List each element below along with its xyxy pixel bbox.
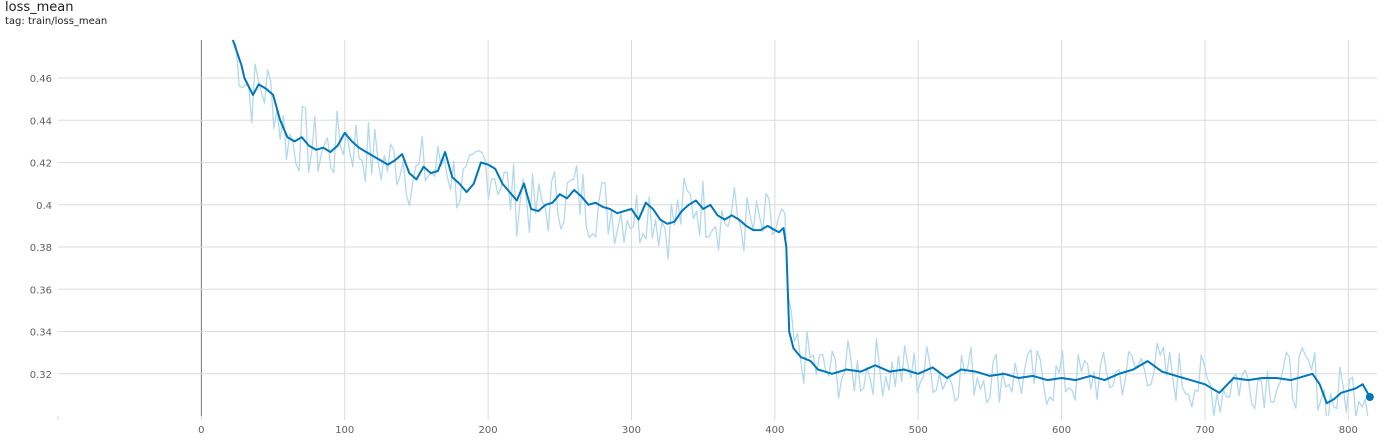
smoothed-loss-line [231,39,1371,405]
grid-lines [57,40,1377,420]
chart-tag: tag: train/loss_mean [5,16,108,27]
x-tick-label: 700 [1195,425,1214,436]
raw-loss-line [232,40,1369,416]
x-tick-label: 800 [1339,425,1358,436]
y-tick-label: 0.4 [36,201,52,212]
tick-labels: 0 100 200 300 400 500 600 700 800 0.32 0.34 0.36 0.3… [30,74,1358,436]
last-point-marker [1365,392,1374,401]
y-tick-label: 0.38 [30,243,52,254]
x-tick-label: 100 [335,425,354,436]
x-tick-label: 300 [622,425,641,436]
raw-series [232,40,1369,416]
y-tick-label: 0.42 [30,159,52,170]
y-tick-label: 0.32 [30,370,52,381]
chart-card-header: loss_mean tag: train/loss_mean [5,0,107,28]
y-tick-label: 0.34 [30,328,52,339]
smoothed-series [231,39,1371,405]
chart-title: loss_mean [5,0,74,15]
x-tick-label: 600 [1052,425,1071,436]
x-tick-label: 0 [198,425,204,436]
y-tick-label: 0.46 [30,74,52,85]
x-tick-label: 400 [765,425,784,436]
y-tick-label: 0.44 [30,116,52,127]
x-tick-label: 500 [909,425,928,436]
y-tick-label: 0.36 [30,285,52,296]
x-tick-label: 200 [479,425,498,436]
